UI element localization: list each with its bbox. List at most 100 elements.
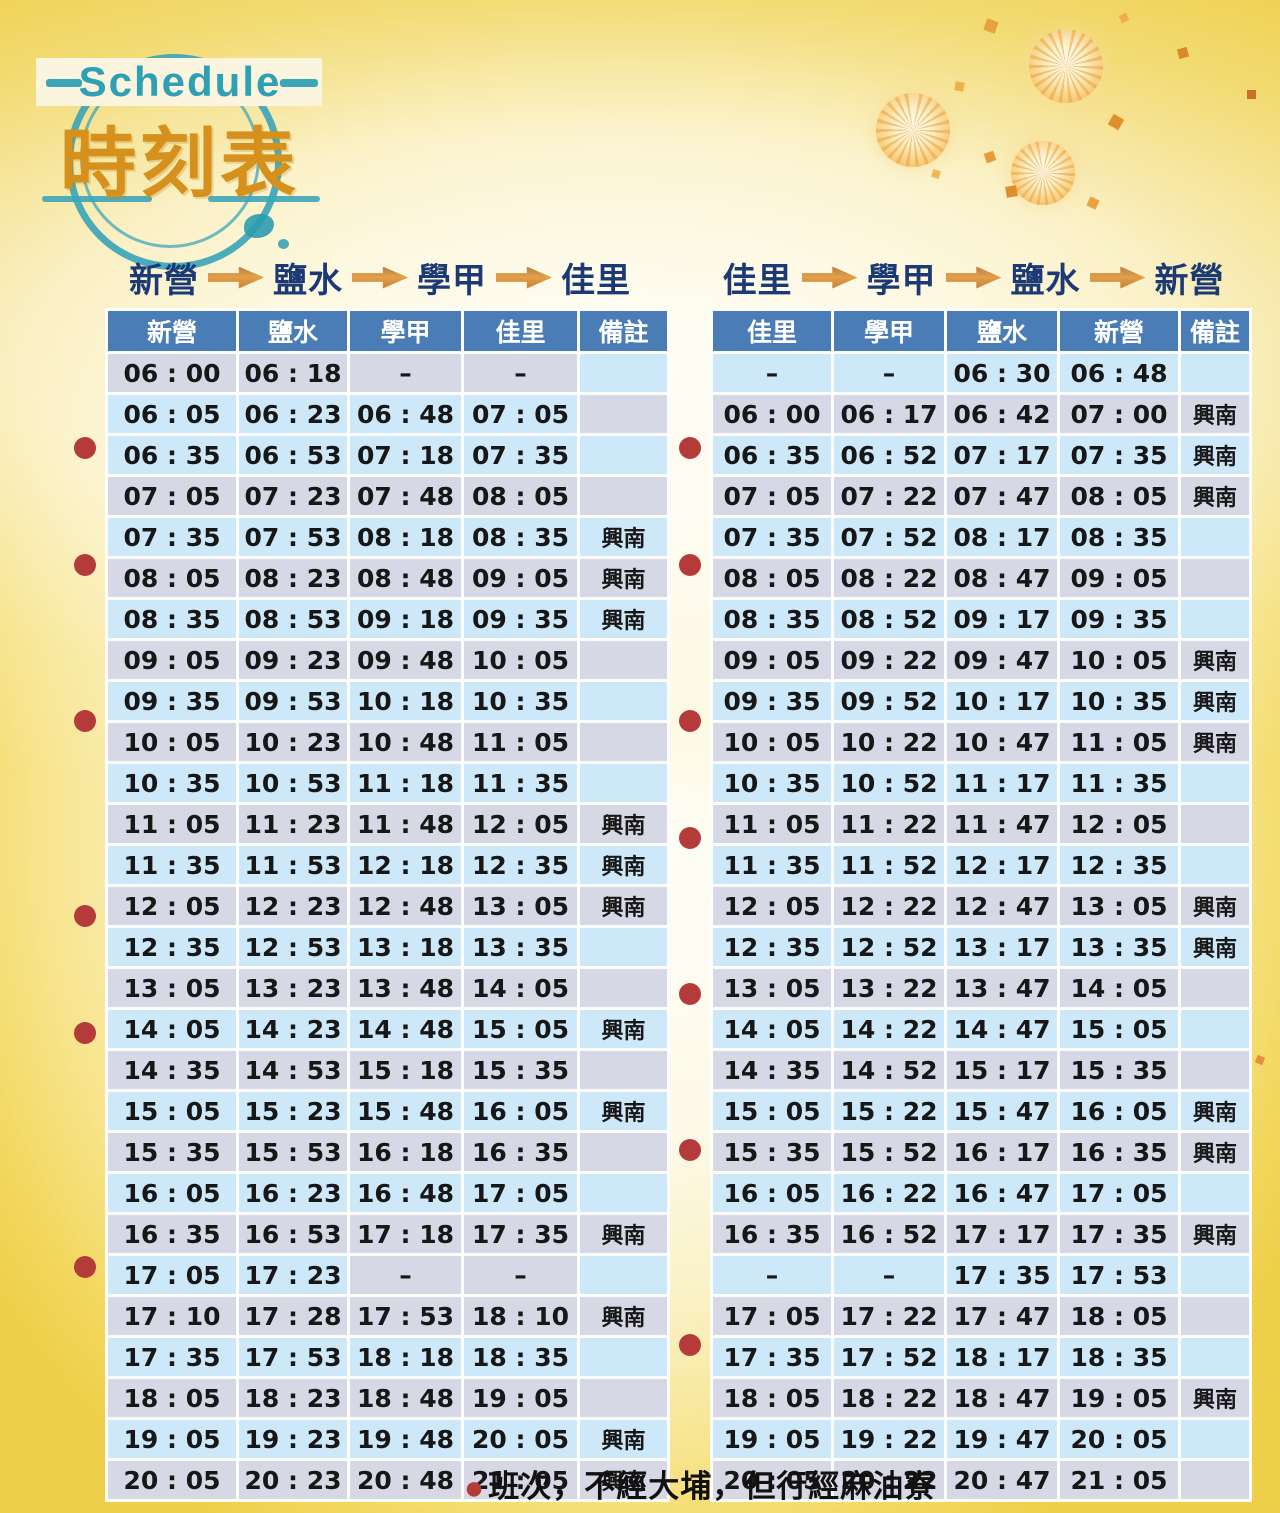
- time-cell: 11 : 35: [108, 846, 236, 884]
- time-cell: 17 : 35: [1060, 1215, 1178, 1253]
- note-cell: [580, 395, 667, 433]
- time-cell: 10 : 35: [108, 764, 236, 802]
- time-cell: 16 : 22: [834, 1174, 944, 1212]
- schedule-row: 09 : 05 09 : 22 09 : 47 10 : 05 興南: [713, 641, 1249, 679]
- schedule-row: 16 : 05 16 : 22 16 : 47 17 : 05: [713, 1174, 1249, 1212]
- time-cell: 14 : 35: [713, 1051, 831, 1089]
- table-head: 新營 鹽水 學甲 佳里 備註: [108, 311, 667, 351]
- column-header: 備註: [580, 311, 667, 351]
- red-bullet-icon: ●: [463, 1469, 486, 1507]
- route-station: 佳里: [561, 262, 631, 300]
- schedule-row: 16 : 05 16 : 23 16 : 48 17 : 05: [108, 1174, 667, 1212]
- time-cell: 18 : 23: [239, 1379, 347, 1417]
- schedule-row: 15 : 35 15 : 52 16 : 17 16 : 35 興南: [713, 1133, 1249, 1171]
- route-variant-dot-icon: [679, 554, 701, 576]
- ink-splat-ornament: [244, 214, 274, 238]
- note-cell: [580, 1051, 667, 1089]
- schedule-row: – –17 : 35 17 : 53: [713, 1256, 1249, 1294]
- time-cell: 08 : 05: [713, 559, 831, 597]
- schedule-row: 14 : 35 14 : 53 15 : 18 15 : 35: [108, 1051, 667, 1089]
- column-header: 鹽水: [239, 311, 347, 351]
- route-variant-dot-icon: [679, 1139, 701, 1161]
- note-cell: 興南: [1181, 723, 1249, 761]
- time-cell: 09 : 35: [713, 682, 831, 720]
- note-cell: 興南: [580, 1420, 667, 1458]
- schedule-table-outbound: 新營 鹽水 學甲 佳里 備註 06 : 00 06 : 18– –06 : 05 06 : 2…: [105, 308, 670, 1502]
- time-cell: 12 : 47: [947, 887, 1057, 925]
- table-body: – –06 : 30 06 : 48 06 : 00 06 : 17 06 : 42 07 …: [713, 354, 1249, 1499]
- time-cell: 15 : 48: [350, 1092, 461, 1130]
- schedule-row: 07 : 05 07 : 22 07 : 47 08 : 05 興南: [713, 477, 1249, 515]
- schedule-row: 07 : 05 07 : 23 07 : 48 08 : 05: [108, 477, 667, 515]
- time-cell: 16 : 17: [947, 1133, 1057, 1171]
- time-cell: 16 : 05: [464, 1092, 577, 1130]
- note-cell: 興南: [580, 1461, 667, 1499]
- time-cell: 09 : 48: [350, 641, 461, 679]
- time-cell: 07 : 48: [350, 477, 461, 515]
- confetti-ornament: [1176, 46, 1190, 60]
- time-cell: 12 : 52: [834, 928, 944, 966]
- right-arrow-icon: [945, 266, 1002, 289]
- time-cell: 18 : 48: [350, 1379, 461, 1417]
- time-cell: 21 : 05: [1060, 1461, 1178, 1499]
- note-cell: 興南: [580, 846, 667, 884]
- time-cell: 09 : 18: [350, 600, 461, 638]
- time-cell: 12 : 17: [947, 846, 1057, 884]
- time-cell: 19 : 48: [350, 1420, 461, 1458]
- schedule-row: 08 : 35 08 : 52 09 : 17 09 : 35: [713, 600, 1249, 638]
- time-cell: 18 : 35: [464, 1338, 577, 1376]
- time-cell: 16 : 18: [350, 1133, 461, 1171]
- note-cell: 興南: [1181, 887, 1249, 925]
- time-cell: 17 : 35: [713, 1338, 831, 1376]
- time-cell: 18 : 17: [947, 1338, 1057, 1376]
- time-cell: –: [713, 1256, 831, 1294]
- time-cell: 11 : 18: [350, 764, 461, 802]
- time-cell: 10 : 18: [350, 682, 461, 720]
- note-cell: [1181, 1461, 1249, 1499]
- time-cell: 10 : 22: [834, 723, 944, 761]
- time-cell: 18 : 05: [108, 1379, 236, 1417]
- schedule-row: 12 : 05 12 : 23 12 : 48 13 : 05 興南: [108, 887, 667, 925]
- time-cell: 12 : 05: [713, 887, 831, 925]
- route-variant-dot-icon: [74, 905, 96, 927]
- time-cell: 07 : 23: [239, 477, 347, 515]
- route-station: 學甲: [417, 262, 487, 300]
- time-cell: 20 : 48: [350, 1461, 461, 1499]
- time-cell: 17 : 28: [239, 1297, 347, 1335]
- time-cell: 07 : 05: [713, 477, 831, 515]
- time-cell: 07 : 35: [464, 436, 577, 474]
- time-cell: 07 : 00: [1060, 395, 1178, 433]
- note-cell: [1181, 559, 1249, 597]
- time-cell: 16 : 52: [834, 1215, 944, 1253]
- time-cell: 18 : 35: [1060, 1338, 1178, 1376]
- note-cell: [580, 764, 667, 802]
- time-cell: 12 : 35: [713, 928, 831, 966]
- time-cell: 20 : 05: [1060, 1420, 1178, 1458]
- time-cell: 08 : 35: [713, 600, 831, 638]
- time-cell: 13 : 05: [713, 969, 831, 1007]
- confetti-ornament: [931, 169, 941, 179]
- time-cell: 10 : 35: [1060, 682, 1178, 720]
- note-cell: 興南: [580, 559, 667, 597]
- time-cell: 11 : 22: [834, 805, 944, 843]
- time-cell: 15 : 05: [464, 1010, 577, 1048]
- stamp-bar: [208, 196, 320, 202]
- time-cell: 09 : 05: [464, 559, 577, 597]
- note-cell: [1181, 1051, 1249, 1089]
- time-cell: 17 : 53: [350, 1297, 461, 1335]
- time-cell: 14 : 05: [464, 969, 577, 1007]
- time-cell: 06 : 23: [239, 395, 347, 433]
- time-cell: 08 : 05: [1060, 477, 1178, 515]
- schedule-row: 11 : 35 11 : 52 12 : 17 12 : 35: [713, 846, 1249, 884]
- route-variant-dot-icon: [74, 710, 96, 732]
- stamp-band: [36, 58, 322, 106]
- stamp-bar: [46, 79, 82, 87]
- flower-ornament: [1011, 141, 1075, 205]
- time-cell: 15 : 18: [350, 1051, 461, 1089]
- note-cell: [1181, 518, 1249, 556]
- schedule-row: 17 : 10 17 : 28 17 : 53 18 : 10 興南: [108, 1297, 667, 1335]
- time-cell: 06 : 48: [1060, 354, 1178, 392]
- note-cell: [1181, 1420, 1249, 1458]
- time-cell: 12 : 22: [834, 887, 944, 925]
- table-head: 佳里 學甲 鹽水 新營 備註: [713, 311, 1249, 351]
